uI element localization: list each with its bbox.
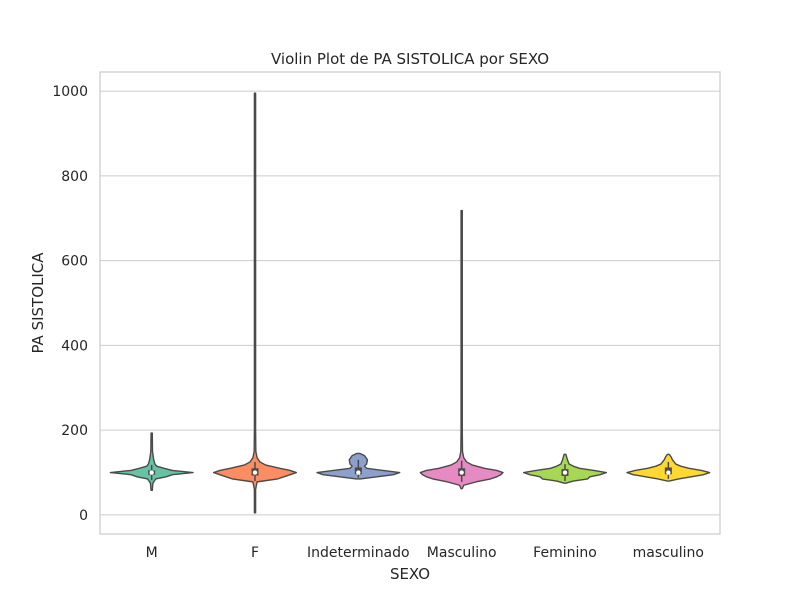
violin-body [109, 432, 194, 492]
violin-body [212, 92, 298, 514]
x-ticks: M F Indeterminado Masculino Feminino masculin… [146, 545, 704, 561]
violin-median [356, 470, 361, 475]
x-tick-label: Indeterminado [307, 545, 410, 561]
y-tick-label: 0 [79, 508, 88, 524]
x-tick-label: Masculino [427, 545, 497, 561]
x-axis-label: SEXO [390, 565, 430, 583]
violin-median [666, 470, 671, 475]
y-ticks: 0 200 400 600 800 1000 [52, 84, 88, 524]
plot-frame [99, 71, 721, 535]
violin-body [419, 209, 504, 490]
violin-median [459, 470, 464, 475]
grid-lines [100, 90, 720, 516]
y-tick-label: 200 [61, 423, 88, 439]
y-tick-label: 800 [61, 169, 88, 185]
plot-area [100, 72, 720, 534]
x-tick-label: M [146, 545, 158, 561]
violin-median [562, 470, 568, 475]
y-tick-label: 400 [61, 338, 88, 354]
violin-median [252, 470, 258, 475]
x-tick-label: Feminino [533, 545, 597, 561]
x-tick-label: masculino [633, 545, 704, 561]
y-tick-label: 600 [61, 254, 88, 270]
violins [109, 92, 711, 514]
y-axis-label: PA SISTOLICA [29, 252, 47, 354]
violin-median [149, 470, 154, 475]
y-tick-label: 1000 [52, 84, 88, 100]
chart-title: Violin Plot de PA SISTOLICA por SEXO [271, 50, 549, 68]
x-tick-label: F [251, 545, 259, 561]
